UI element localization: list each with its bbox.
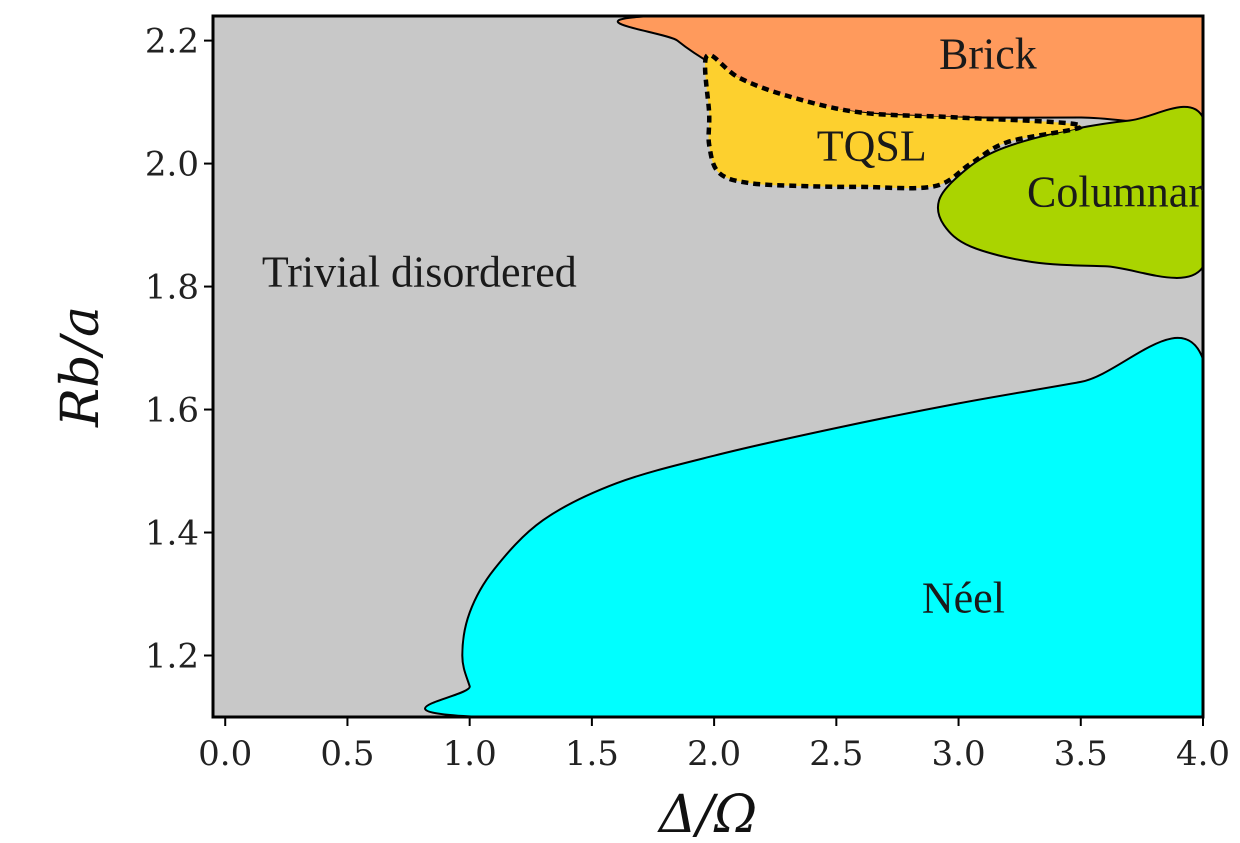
y-axis-label: Rb/a [51, 306, 111, 428]
y-tick-label: 1.2 [145, 637, 199, 677]
y-tick-label: 2.2 [145, 22, 199, 62]
plot-regions [213, 16, 1203, 717]
x-tick-label: 2.5 [809, 734, 863, 774]
y-tick-label: 1.4 [145, 514, 199, 554]
plot-frame [211, 14, 1205, 719]
x-tick-label: 3.0 [932, 734, 986, 774]
region-tqsl [702, 52, 1084, 191]
label-neel: Néel [922, 573, 1005, 622]
x-tick-label: 1.0 [443, 734, 497, 774]
region-labels: Trivial disordered Brick Columnar TQSL Néel [262, 29, 1203, 622]
y-tick-label: 1.8 [145, 268, 199, 308]
label-columnar: Columnar [1027, 168, 1203, 217]
label-tqsl: TQSL [817, 122, 927, 171]
label-brick: Brick [939, 29, 1037, 78]
x-tick-label: 1.5 [565, 734, 619, 774]
y-tick-label: 1.6 [145, 391, 199, 431]
y-tick-label: 2.0 [145, 145, 199, 185]
x-tick-label: 3.5 [1054, 734, 1108, 774]
y-axis: 1.2 1.4 1.6 1.8 2.0 2.2 [145, 22, 213, 677]
x-axis: 0.0 0.5 1.0 1.5 2.0 2.5 3.0 3.5 4.0 [198, 717, 1230, 774]
region-neel [424, 336, 1203, 717]
x-tick-label: 0.0 [198, 734, 252, 774]
x-tick-label: 2.0 [687, 734, 741, 774]
x-tick-label: 0.5 [320, 734, 374, 774]
x-axis-label: Δ/Ω [657, 785, 757, 843]
label-trivial-disordered: Trivial disordered [262, 248, 577, 297]
x-tick-label: 4.0 [1176, 734, 1230, 774]
